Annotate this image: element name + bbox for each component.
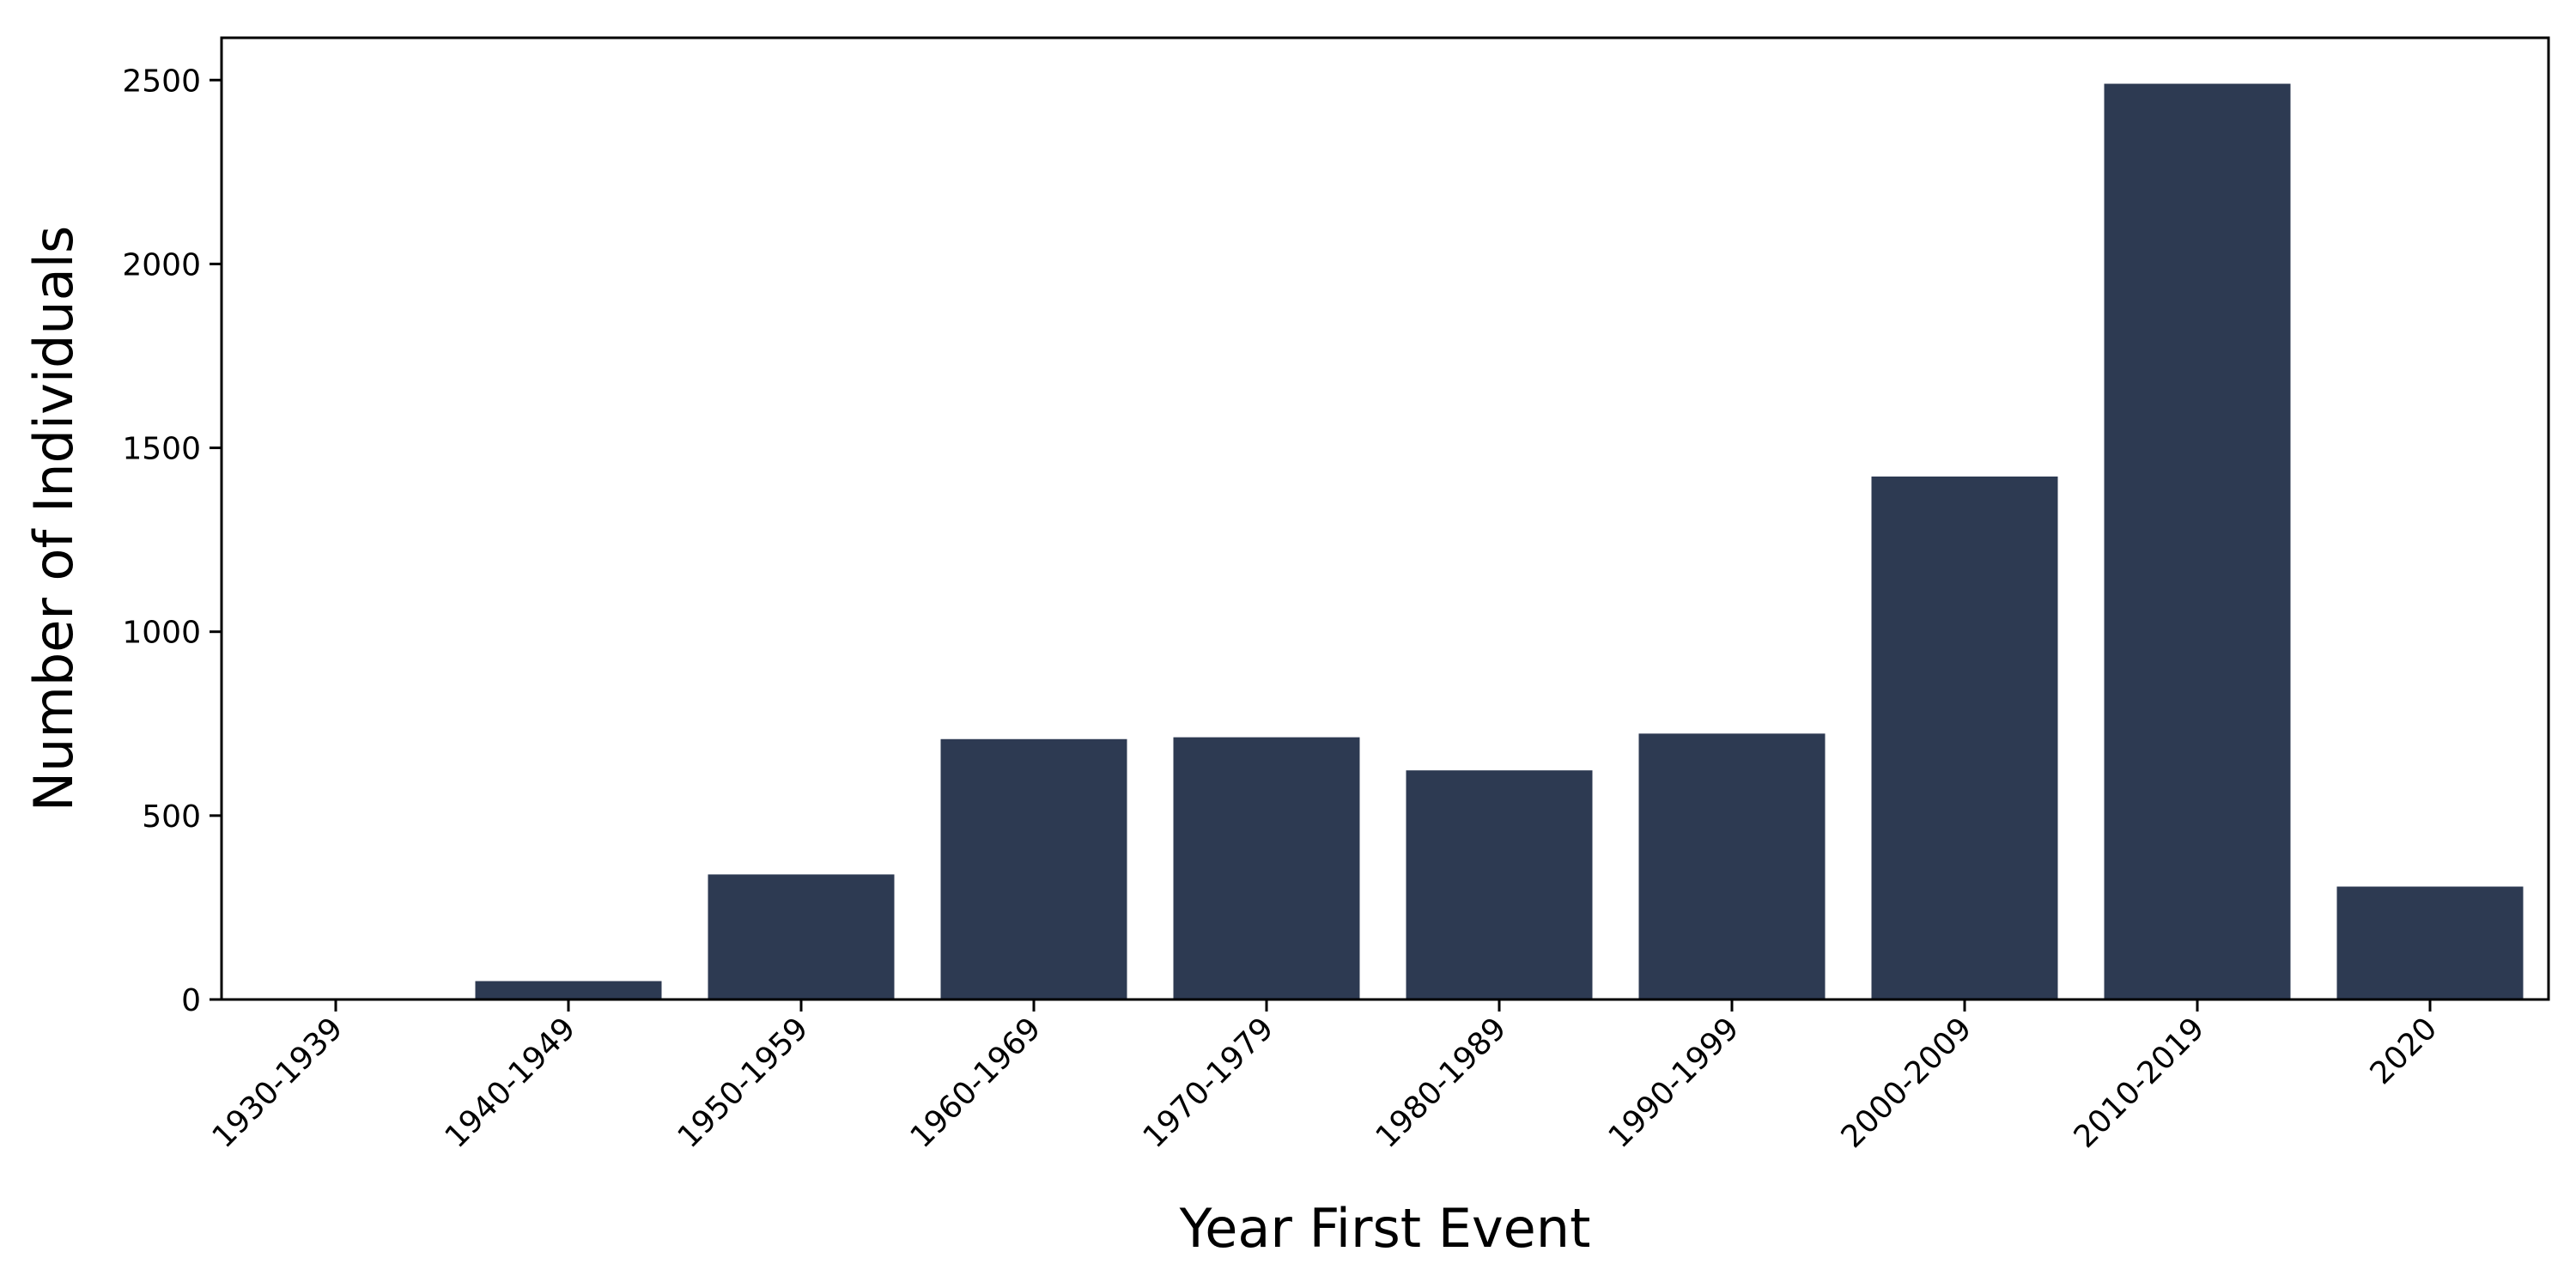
- plot-frame: [220, 36, 2550, 1001]
- x-tick-label: 2020: [2364, 1011, 2445, 1091]
- y-axis: 0 500 1000 1500 2000 2500: [122, 64, 222, 1018]
- y-tick-label: 2000: [122, 247, 201, 283]
- y-tick-label: 0: [181, 983, 201, 1018]
- bar-1950-1959: [708, 874, 895, 999]
- x-tick-label: 2010-2019: [2068, 1011, 2212, 1155]
- x-tick-label: 1940-1949: [439, 1011, 583, 1155]
- bar-2020: [2336, 886, 2524, 999]
- bars-group: [242, 83, 2524, 1000]
- y-tick-label: 1000: [122, 616, 201, 651]
- y-tick-label: 500: [142, 799, 201, 835]
- x-tick-label: 1970-1979: [1137, 1011, 1281, 1155]
- bar-1940-1949: [475, 981, 662, 999]
- x-tick-label: 1990-1999: [1602, 1011, 1747, 1155]
- y-axis-title: Number of Individuals: [22, 226, 85, 811]
- x-tick-label: 1950-1959: [671, 1011, 816, 1155]
- x-axis: 1930-1939 1940-1949 1950-1959 1960-1969 1970…: [206, 999, 2445, 1155]
- bar-1990-1999: [1638, 733, 1826, 999]
- x-axis-title: Year First Event: [1179, 1197, 1591, 1260]
- x-tick-label: 2000-2009: [1835, 1011, 1979, 1155]
- bar-1980-1989: [1406, 770, 1593, 999]
- bar-1960-1969: [940, 738, 1127, 999]
- x-tick-label: 1980-1989: [1370, 1011, 1514, 1155]
- bar-1970-1979: [1173, 737, 1360, 999]
- y-tick-label: 2500: [122, 64, 201, 99]
- x-tick-label: 1960-1969: [904, 1011, 1048, 1155]
- bar-2000-2009: [1871, 476, 2058, 999]
- x-tick-label: 1930-1939: [206, 1011, 350, 1155]
- bar-2010-2019: [2104, 83, 2291, 1000]
- y-tick-label: 1500: [122, 432, 201, 467]
